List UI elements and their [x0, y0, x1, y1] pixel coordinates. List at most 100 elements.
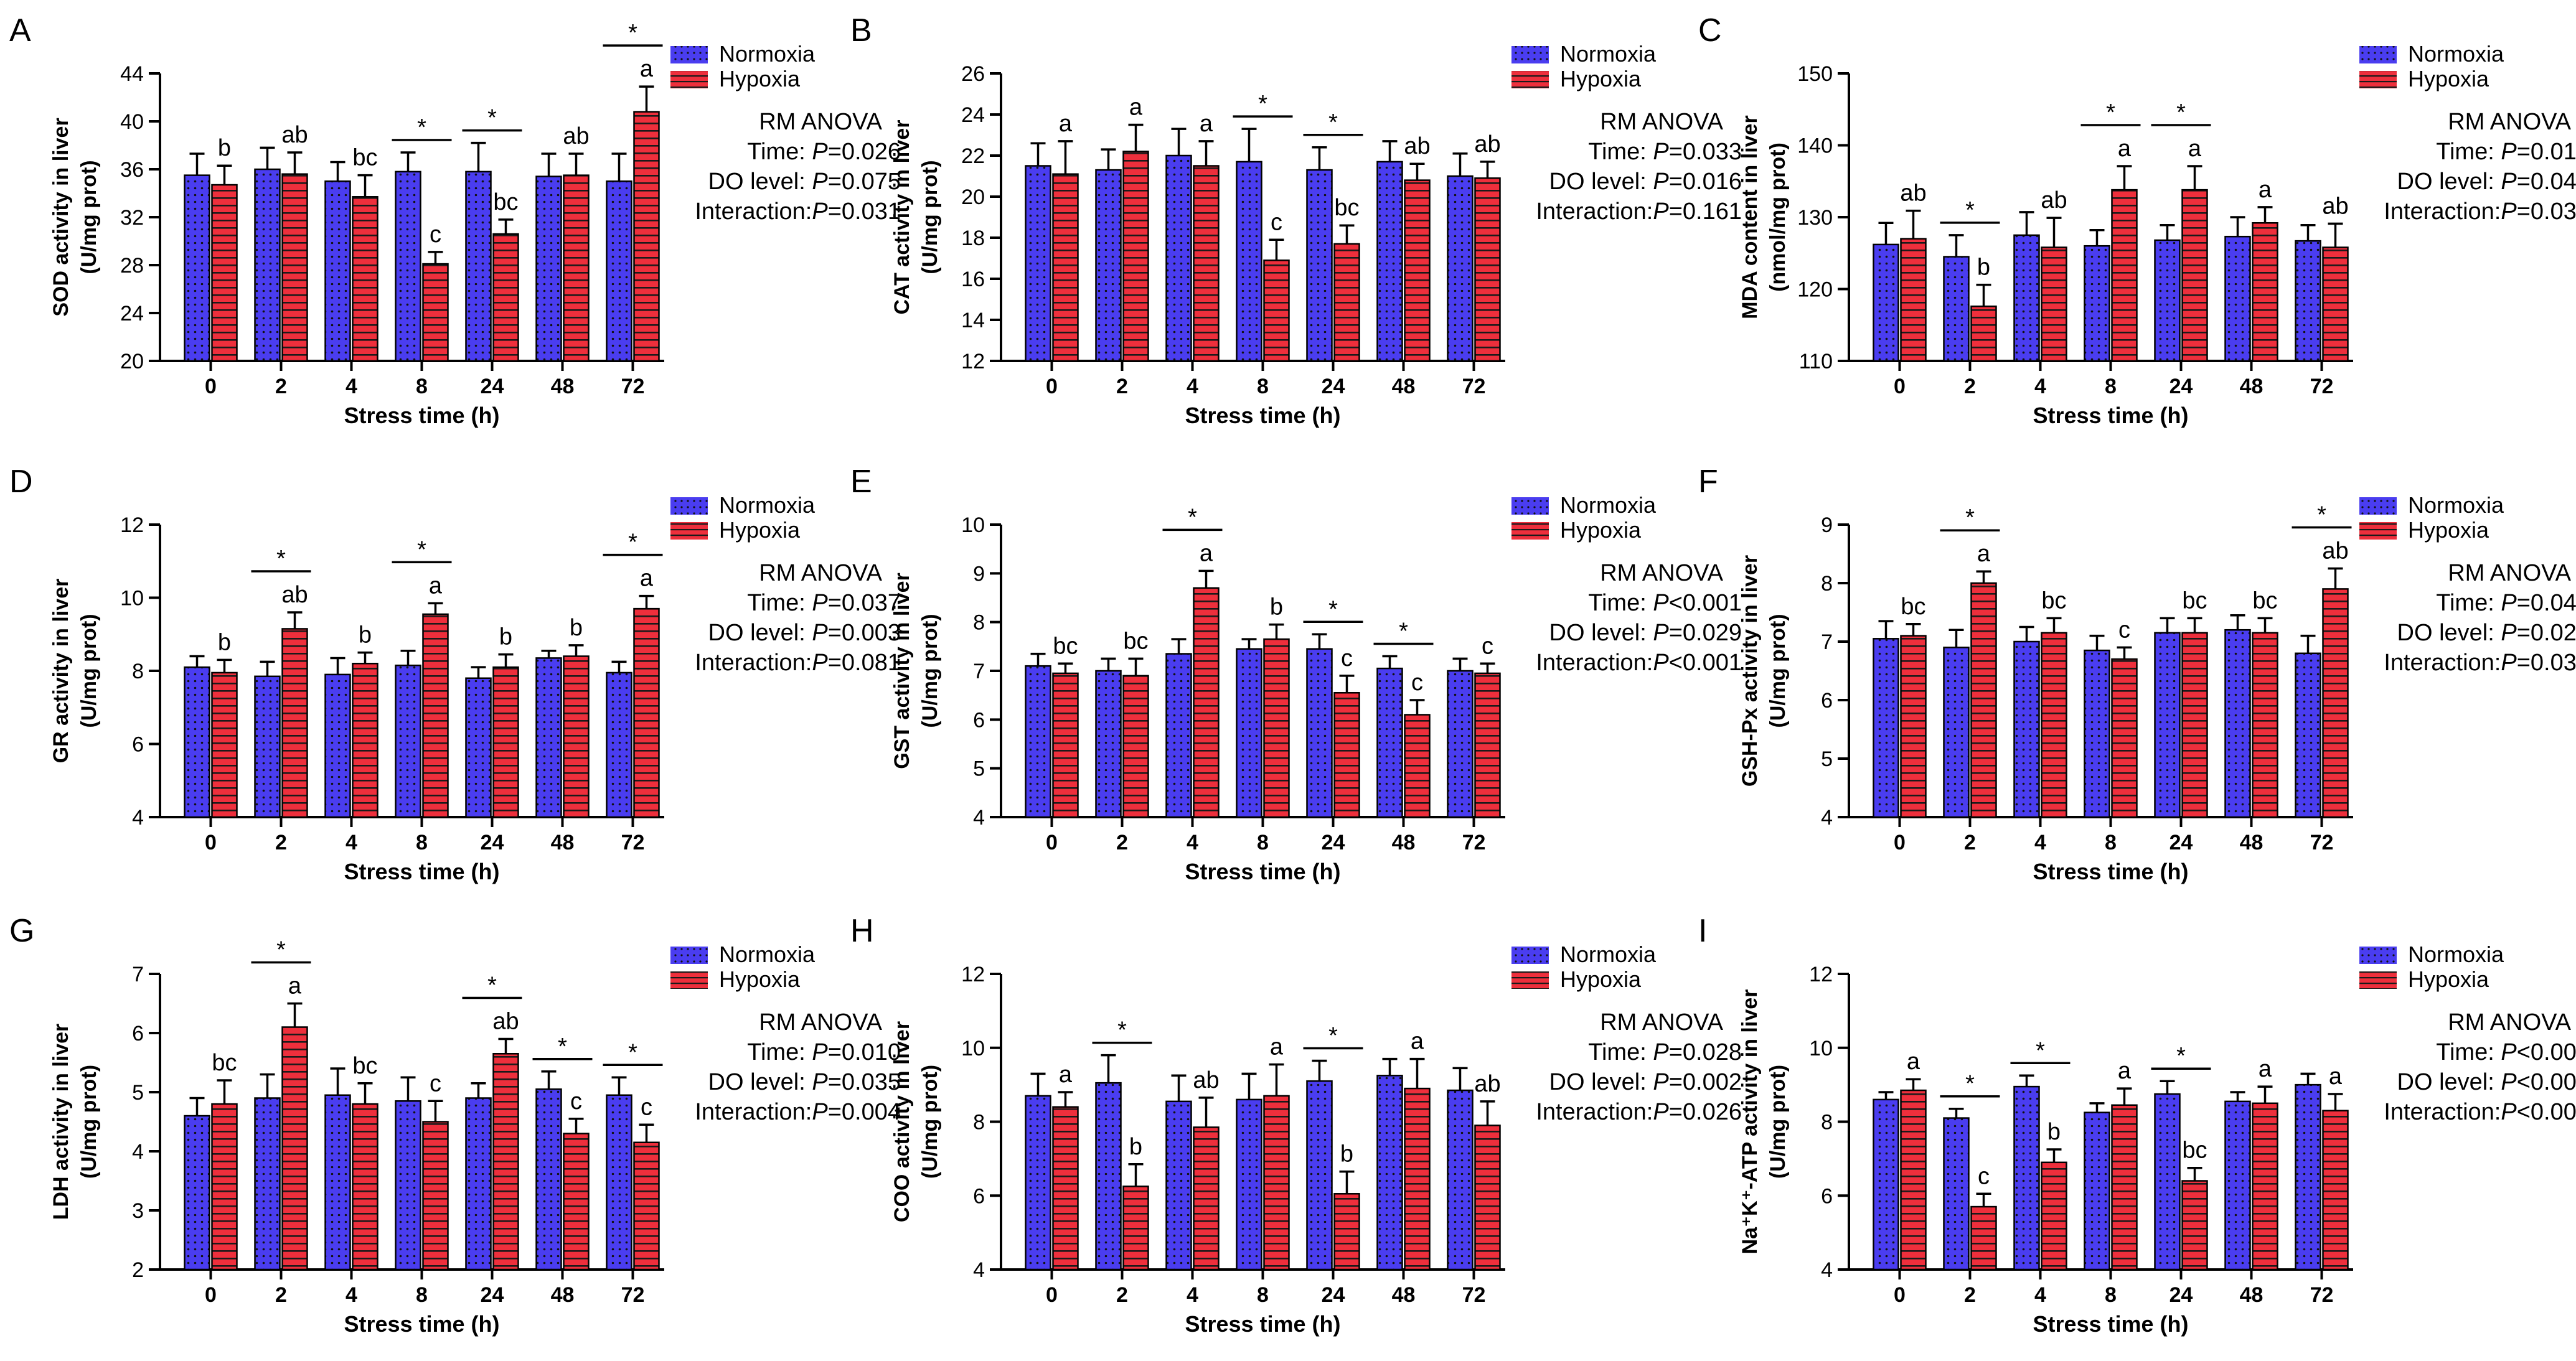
group-letter: c	[2118, 617, 2130, 643]
y-tick-label: 26	[961, 62, 985, 86]
y-tick-label: 6	[973, 1184, 985, 1208]
bar-hypoxia	[1900, 1089, 1927, 1271]
stats-row-p: P	[2501, 139, 2517, 165]
x-tick-label: 48	[2240, 831, 2263, 854]
y-tick-label: 8	[1821, 572, 1833, 596]
group-letter: a	[640, 56, 654, 82]
legend-label-normoxia: Normoxia	[719, 492, 816, 518]
stats-title: RM ANOVA	[1600, 1009, 1723, 1036]
bar-normoxia	[1943, 647, 1970, 818]
x-tick-label: 72	[2310, 375, 2334, 398]
stats-row: Interaction:P=0.037	[2384, 650, 2576, 676]
stats-row-p: P	[2501, 650, 2517, 676]
legend-swatch-normoxia	[1511, 947, 1549, 964]
stats-row: DO level: P=0.022	[2397, 620, 2576, 646]
x-tick-label: 0	[1894, 831, 1906, 854]
stats-row-label: Time:	[1588, 1039, 1653, 1065]
significance-star: *	[1965, 505, 1975, 531]
bar-hypoxia	[633, 111, 660, 362]
stats-row: Interaction:P=0.161	[1536, 199, 1742, 225]
stats-row-value: <0.001	[2517, 1099, 2576, 1125]
stats-row-label: DO level:	[1549, 169, 1653, 195]
x-tick-label: 72	[2310, 831, 2334, 854]
stats-row-value: =0.003	[828, 620, 901, 646]
x-axis-label: Stress time (h)	[344, 1311, 499, 1337]
group-letter: a	[2188, 136, 2202, 162]
y-tick-label: 120	[1797, 278, 1833, 302]
bar-normoxia	[1095, 169, 1122, 362]
y-axis-label-unit: (U/mg prot)	[918, 160, 942, 274]
stats-row-label: Time:	[2436, 139, 2501, 165]
bar-normoxia	[395, 171, 421, 362]
bar-hypoxia	[1970, 305, 1997, 362]
stats-row-value: =0.029	[1669, 620, 1742, 646]
stats-row-value: =0.047	[2517, 590, 2576, 616]
bar-normoxia	[1025, 1095, 1051, 1271]
bar-normoxia	[2295, 1083, 2321, 1271]
significance-star: *	[2176, 1043, 2186, 1069]
x-tick-label: 2	[1116, 831, 1128, 854]
panel-g: G 2 3 4 5 6 7 LDH activity in liver (U/mg prot) S…	[9, 913, 901, 1337]
panel-label: D	[9, 464, 33, 500]
y-tick-label: 12	[120, 513, 144, 537]
stats-row-value: =0.004	[828, 1099, 901, 1125]
significance-star: *	[2176, 100, 2186, 126]
stats-row: Time: P=0.019	[2436, 139, 2576, 165]
stats-row-value: =0.035	[828, 1069, 901, 1095]
bar-normoxia	[254, 1097, 281, 1271]
bar-normoxia	[2013, 640, 2040, 818]
panel-label: C	[1698, 12, 1722, 49]
y-axis-label-unit: (nmol/mg prot)	[1766, 143, 1790, 292]
legend-swatch-normoxia	[670, 947, 708, 964]
y-tick-label: 7	[973, 660, 985, 683]
group-letter: a	[2329, 1064, 2343, 1090]
significance-star: *	[276, 937, 286, 963]
stats-row-value: =0.037	[828, 590, 901, 616]
panel-c: C 110 120 130 140 150 MDA content in liver (nmo…	[1698, 12, 2576, 428]
group-letter: a	[2259, 177, 2272, 203]
group-letter: ab	[563, 123, 589, 149]
group-letter: bc	[212, 1050, 237, 1076]
bar-normoxia	[535, 1088, 562, 1271]
legend-swatch-normoxia	[670, 46, 708, 63]
stats-title: RM ANOVA	[2448, 109, 2571, 135]
group-letter: b	[359, 622, 372, 648]
bar-hypoxia	[1333, 1193, 1360, 1271]
bar-hypoxia	[1900, 238, 1927, 362]
stats-title: RM ANOVA	[759, 1009, 882, 1036]
stats-row: DO level: P=0.075	[708, 169, 901, 195]
significance-star: *	[1399, 619, 1408, 645]
y-axis-label-unit: (U/mg prot)	[918, 614, 942, 727]
y-tick-label: 4	[132, 1140, 144, 1164]
x-tick-label: 2	[1964, 1283, 1976, 1307]
bar-normoxia	[324, 673, 351, 818]
significance-star: *	[487, 105, 497, 131]
bar-normoxia	[395, 664, 421, 818]
bar-normoxia	[184, 174, 210, 362]
legend-swatch-normoxia	[1511, 46, 1549, 63]
bar-normoxia	[1095, 1082, 1122, 1271]
bar-normoxia	[1943, 1117, 1970, 1271]
y-tick-label: 4	[1821, 806, 1833, 830]
bar-normoxia	[1025, 165, 1051, 362]
bar-normoxia	[1236, 161, 1262, 362]
stats-row-p: P	[1653, 1069, 1669, 1095]
stats-row-value: <0.001	[1669, 650, 1742, 676]
legend-label-normoxia: Normoxia	[1560, 41, 1657, 67]
group-letter: a	[640, 566, 654, 592]
stats-row: DO level: P=0.041	[2397, 169, 2576, 195]
legend-label-hypoxia: Hypoxia	[1560, 66, 1642, 91]
bar-hypoxia	[1474, 177, 1501, 362]
bar-hypoxia	[422, 1121, 449, 1271]
significance-star: *	[628, 530, 637, 556]
y-tick-label: 5	[973, 757, 985, 781]
x-tick-label: 4	[346, 831, 357, 854]
stats-row-label: Time:	[2436, 590, 2501, 616]
stats-row: Interaction:P=0.031	[695, 199, 901, 225]
stats-row-label: Time:	[747, 139, 812, 165]
bar-hypoxia	[2322, 588, 2349, 818]
stats-row-value: <0.001	[2517, 1069, 2576, 1095]
group-letter: a	[1200, 540, 1213, 566]
bar-hypoxia	[281, 1026, 308, 1271]
